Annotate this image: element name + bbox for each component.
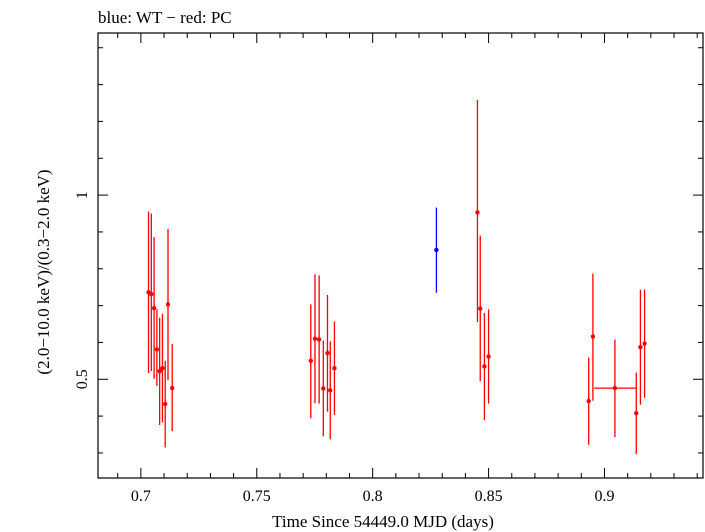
data-point	[332, 366, 337, 371]
data-point	[312, 336, 318, 341]
data-point	[642, 341, 647, 346]
data-point	[434, 247, 439, 253]
y-tick-label: 1	[74, 191, 91, 199]
x-axis-label: Time Since 54449.0 MJD (days)	[272, 512, 494, 531]
data-point	[154, 347, 160, 352]
data-point	[482, 364, 487, 369]
y-axis-label: (2.0−10.0 keV)/(0.3−2.0 keV)	[34, 169, 53, 374]
axis-ticks	[98, 33, 703, 478]
data-point	[478, 306, 483, 311]
chart-title: blue: WT − red: PC	[98, 8, 232, 27]
x-tick-label: 0.75	[243, 488, 271, 505]
data-point	[308, 358, 313, 364]
data-point	[149, 291, 154, 297]
data-point	[325, 350, 330, 356]
data-point	[475, 210, 480, 215]
x-tick-label: 0.9	[594, 488, 614, 505]
data-point	[316, 337, 322, 342]
x-tick-label: 0.8	[363, 488, 383, 505]
data-point	[486, 354, 491, 359]
x-tick-label: 0.85	[475, 488, 503, 505]
data-marks	[146, 100, 647, 455]
data-point	[151, 305, 157, 311]
data-point	[163, 401, 168, 407]
plot-frame	[97, 32, 704, 479]
x-tick-label: 0.7	[131, 488, 151, 505]
data-point	[612, 385, 618, 391]
data-point	[321, 386, 326, 391]
data-point	[590, 334, 596, 339]
data-point	[586, 398, 591, 404]
data-point	[165, 302, 171, 307]
y-tick-label: 0.5	[74, 369, 91, 389]
data-point	[160, 366, 165, 371]
data-point	[169, 385, 175, 391]
data-point	[638, 345, 643, 350]
axis-tick-labels: 0.7 0.75 0.8 0.85 0.9 0.5 1	[74, 191, 614, 505]
data-point	[634, 410, 639, 416]
data-point	[157, 368, 162, 374]
data-point	[328, 388, 333, 393]
